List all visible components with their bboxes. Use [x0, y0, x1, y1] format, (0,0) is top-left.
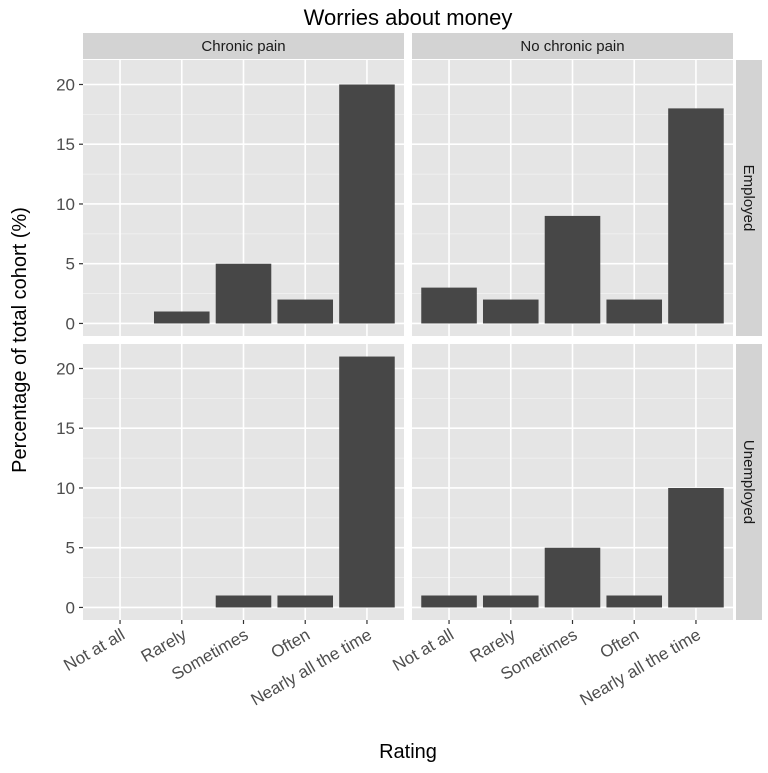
- y-tick-label: 0: [66, 314, 75, 333]
- y-tick-label: 5: [66, 539, 75, 558]
- y-tick-label: 0: [66, 598, 75, 617]
- bar: [668, 487, 724, 608]
- bar: [277, 299, 334, 324]
- bar: [421, 287, 477, 324]
- bar: [339, 84, 395, 324]
- bar: [606, 299, 663, 324]
- panel-employed-no-chronic-pain: [412, 60, 733, 336]
- x-axis-label: Rating: [379, 741, 437, 763]
- y-tick-label: 5: [66, 255, 75, 274]
- y-tick-label: 15: [56, 135, 75, 154]
- bar: [277, 595, 334, 608]
- facet-strip-label: Employed: [740, 165, 757, 232]
- panel-employed-chronic-pain: 0 5 10 15 20: [56, 60, 404, 336]
- bar: [482, 299, 539, 324]
- facet-strip-label: Unemployed: [740, 440, 757, 524]
- chart-title: Worries about money: [304, 5, 513, 30]
- bar: [482, 595, 539, 608]
- bar: [668, 108, 724, 324]
- bar: [421, 595, 477, 608]
- facet-strip-no-chronic-pain: [412, 33, 733, 59]
- bar: [606, 595, 663, 608]
- y-tick-label: 20: [56, 359, 75, 378]
- facet-strip-chronic-pain: [83, 33, 404, 59]
- y-axis-label: Percentage of total cohort (%): [9, 207, 31, 473]
- y-tick-label: 10: [56, 195, 75, 214]
- y-tick-label: 20: [56, 75, 75, 94]
- facet-strip-employed: [736, 60, 762, 336]
- y-tick-label: 10: [56, 479, 75, 498]
- bar: [215, 263, 272, 324]
- bar: [153, 311, 210, 324]
- facet-strip-unemployed: [736, 344, 762, 620]
- bar: [544, 215, 601, 324]
- bar: [215, 595, 272, 608]
- bar: [339, 356, 395, 608]
- bar: [544, 547, 601, 608]
- facet-strip-label: Chronic pain: [201, 38, 285, 55]
- facet-strip-label: No chronic pain: [520, 38, 624, 55]
- y-tick-label: 15: [56, 419, 75, 438]
